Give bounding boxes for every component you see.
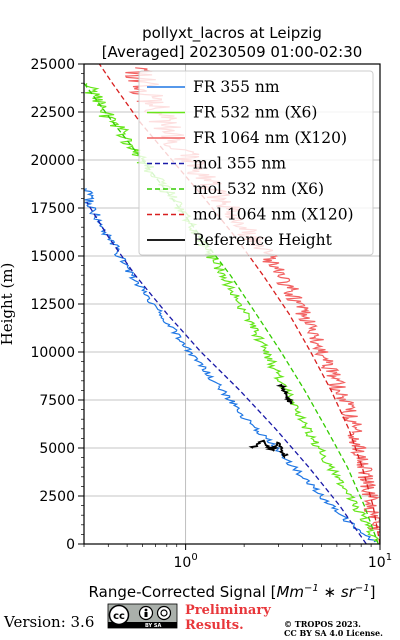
y-tick-label: 15000 (30, 249, 75, 265)
x-axis: 100 101 (83, 544, 392, 571)
version-label: Version: 3.6 (3, 613, 94, 631)
legend-label: mol 1064 nm (X120) (193, 206, 354, 224)
cc-icon (108, 604, 130, 626)
footer: Version: 3.6 cc BY SA Preliminary Result… (3, 603, 383, 638)
sa-icon (156, 605, 172, 621)
series-mol-355-nm (86, 201, 367, 544)
y-tick-label: 20000 (30, 153, 75, 169)
legend-label: FR 355 nm (193, 78, 280, 96)
legend-label: Reference Height (193, 231, 333, 249)
y-tick-label: 22500 (30, 105, 75, 121)
preliminary-label-line2: Results. (185, 618, 244, 633)
series-reference-height (275, 383, 295, 405)
legend: FR 355 nm FR 532 nm (X6) FR 1064 nm (X120)… (138, 70, 374, 256)
legend-label: mol 532 nm (X6) (193, 180, 324, 198)
legend-label: mol 355 nm (193, 155, 286, 173)
legend-label: FR 532 nm (X6) (193, 104, 317, 122)
y-tick-label: 17500 (30, 201, 75, 217)
legend-box (138, 70, 374, 256)
cc-badge-text: BY SA (145, 623, 162, 629)
chart-subtitle: [Averaged] 20230509 01:00-02:30 (102, 43, 363, 61)
y-tick-label: 10000 (30, 345, 75, 361)
series-fr-355-nm (84, 188, 378, 543)
chart-titles: pollyxt_lacros at Leipzig [Averaged] 202… (102, 24, 363, 61)
x-tick-label: 101 (368, 552, 392, 571)
chart-title: pollyxt_lacros at Leipzig (142, 24, 322, 43)
legend-label: FR 1064 nm (X120) (193, 129, 347, 147)
y-tick-label: 0 (66, 537, 75, 553)
copyright-line2: CC BY SA 4.0 License. (284, 628, 383, 638)
y-tick-label: 7500 (39, 393, 75, 409)
svg-text:cc: cc (113, 611, 125, 622)
x-tick-label: 100 (174, 552, 198, 571)
preliminary-label-line1: Preliminary (185, 603, 271, 618)
cc-by-sa-badge: cc BY SA (107, 603, 178, 629)
y-tick-label: 25000 (30, 57, 75, 73)
y-tick-label: 2500 (39, 489, 75, 505)
y-tick-label: 12500 (30, 297, 75, 313)
y-axis-label: Height (m) (0, 263, 16, 346)
y-axis: 0 2500 5000 7500 10000 12500 15000 17500 20000 22… (30, 57, 84, 553)
copyright-line1: © TROPOS 2023. (284, 619, 361, 629)
x-axis-label: Range-Corrected Signal [Mm−1 ∗ sr−1] (89, 583, 376, 601)
series-reference-height (248, 439, 289, 459)
y-tick-label: 5000 (39, 441, 75, 457)
